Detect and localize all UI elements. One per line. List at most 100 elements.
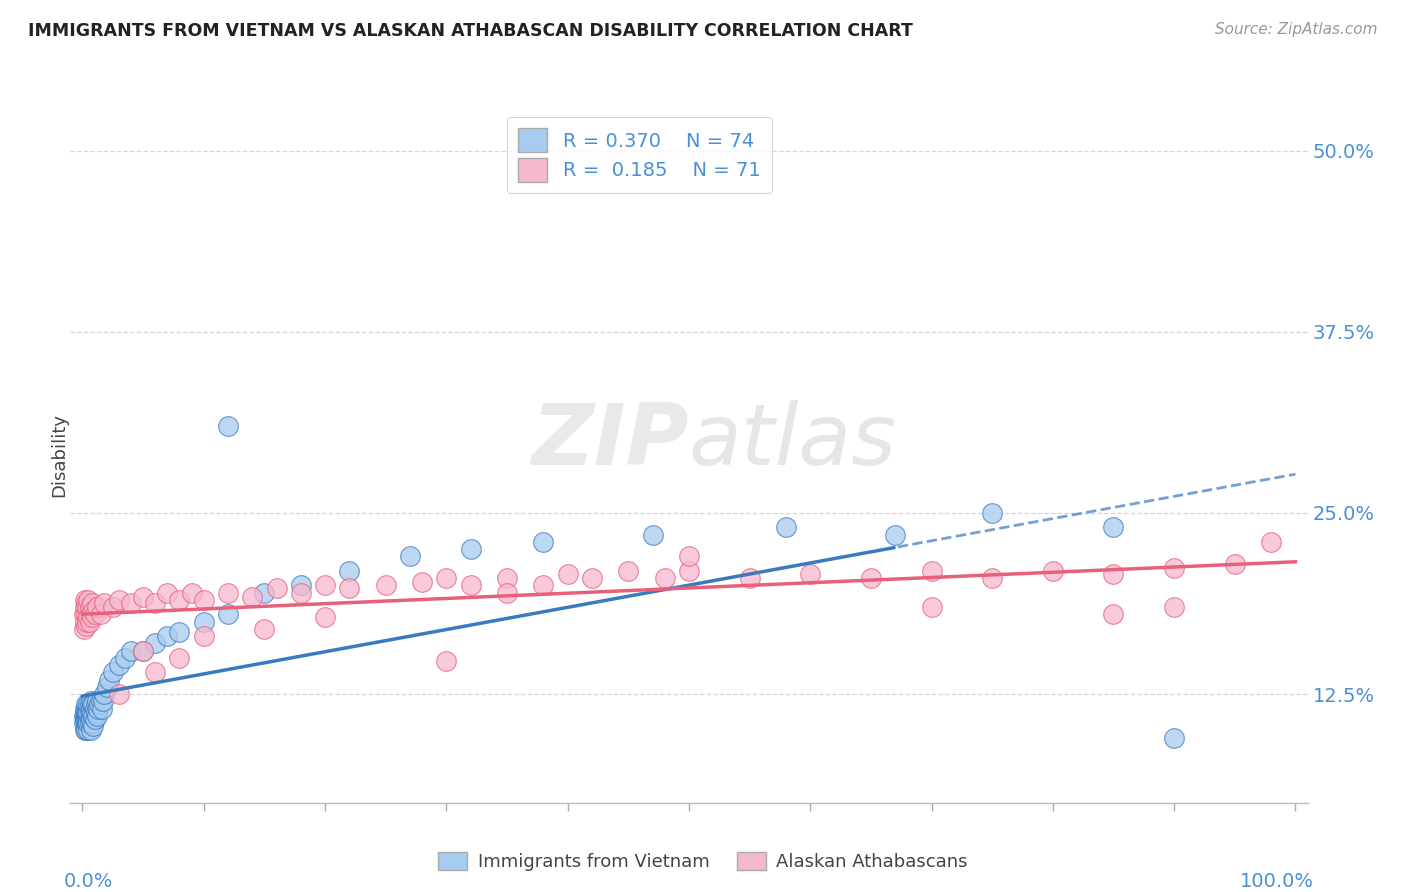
Point <box>83 607 105 622</box>
Point <box>84 706 107 720</box>
Point <box>314 578 336 592</box>
Point <box>1163 731 1185 745</box>
Point <box>83 701 105 715</box>
Point <box>80 694 103 708</box>
Point <box>460 578 482 592</box>
Point <box>75 708 97 723</box>
Point <box>79 698 101 712</box>
Point <box>496 571 519 585</box>
Point <box>240 590 263 604</box>
Point <box>1102 607 1125 622</box>
Point <box>77 610 100 624</box>
Point <box>77 713 100 727</box>
Point <box>73 712 96 726</box>
Point <box>531 535 554 549</box>
Point <box>290 585 312 599</box>
Text: Source: ZipAtlas.com: Source: ZipAtlas.com <box>1215 22 1378 37</box>
Point <box>981 506 1004 520</box>
Point <box>1102 566 1125 581</box>
Point <box>76 600 98 615</box>
Point <box>75 619 97 633</box>
Point <box>217 607 239 622</box>
Point <box>76 615 98 629</box>
Point <box>98 673 121 687</box>
Point <box>169 592 191 607</box>
Point <box>1223 557 1246 571</box>
Point <box>93 687 115 701</box>
Point <box>253 622 276 636</box>
Point <box>1163 561 1185 575</box>
Point <box>1163 600 1185 615</box>
Point <box>82 706 104 720</box>
Point <box>557 566 579 581</box>
Point <box>80 607 103 622</box>
Point <box>374 578 396 592</box>
Point <box>86 708 108 723</box>
Point <box>86 600 108 615</box>
Point <box>531 578 554 592</box>
Point <box>108 658 131 673</box>
Point <box>775 520 797 534</box>
Point <box>73 600 96 615</box>
Point <box>193 615 215 629</box>
Point <box>76 712 98 726</box>
Point <box>132 590 155 604</box>
Point <box>654 571 676 585</box>
Point <box>678 549 700 564</box>
Point <box>314 610 336 624</box>
Point <box>132 643 155 657</box>
Point <box>72 708 94 723</box>
Point <box>77 723 100 738</box>
Point <box>101 600 124 615</box>
Point <box>617 564 640 578</box>
Text: atlas: atlas <box>689 400 897 483</box>
Point <box>1260 535 1282 549</box>
Point <box>79 615 101 629</box>
Point <box>496 585 519 599</box>
Point <box>72 622 94 636</box>
Point <box>76 706 98 720</box>
Point <box>77 592 100 607</box>
Legend: Immigrants from Vietnam, Alaskan Athabascans: Immigrants from Vietnam, Alaskan Athabas… <box>430 845 976 879</box>
Point <box>93 596 115 610</box>
Point <box>101 665 124 680</box>
Point <box>884 527 907 541</box>
Point <box>77 706 100 720</box>
Point <box>87 701 110 715</box>
Point <box>434 571 457 585</box>
Point <box>678 564 700 578</box>
Point <box>73 706 96 720</box>
Point <box>337 582 360 596</box>
Point <box>82 719 104 733</box>
Point <box>76 716 98 731</box>
Point <box>156 629 179 643</box>
Point <box>266 582 288 596</box>
Point <box>77 716 100 731</box>
Point <box>290 578 312 592</box>
Point <box>921 600 943 615</box>
Point <box>193 592 215 607</box>
Point <box>77 698 100 712</box>
Point <box>73 701 96 715</box>
Point <box>84 698 107 712</box>
Point <box>75 701 97 715</box>
Point <box>859 571 882 585</box>
Point <box>82 610 104 624</box>
Point <box>79 600 101 615</box>
Legend: R = 0.370    N = 74, R =  0.185    N = 71: R = 0.370 N = 74, R = 0.185 N = 71 <box>506 117 772 194</box>
Point <box>108 687 131 701</box>
Point <box>90 701 112 715</box>
Point <box>82 698 104 712</box>
Point <box>90 694 112 708</box>
Point <box>156 585 179 599</box>
Point <box>981 571 1004 585</box>
Point <box>434 654 457 668</box>
Point <box>75 719 97 733</box>
Point <box>73 713 96 727</box>
Point <box>799 566 821 581</box>
Point <box>169 624 191 639</box>
Point <box>75 712 97 726</box>
Point <box>169 651 191 665</box>
Point <box>738 571 761 585</box>
Point <box>75 723 97 738</box>
